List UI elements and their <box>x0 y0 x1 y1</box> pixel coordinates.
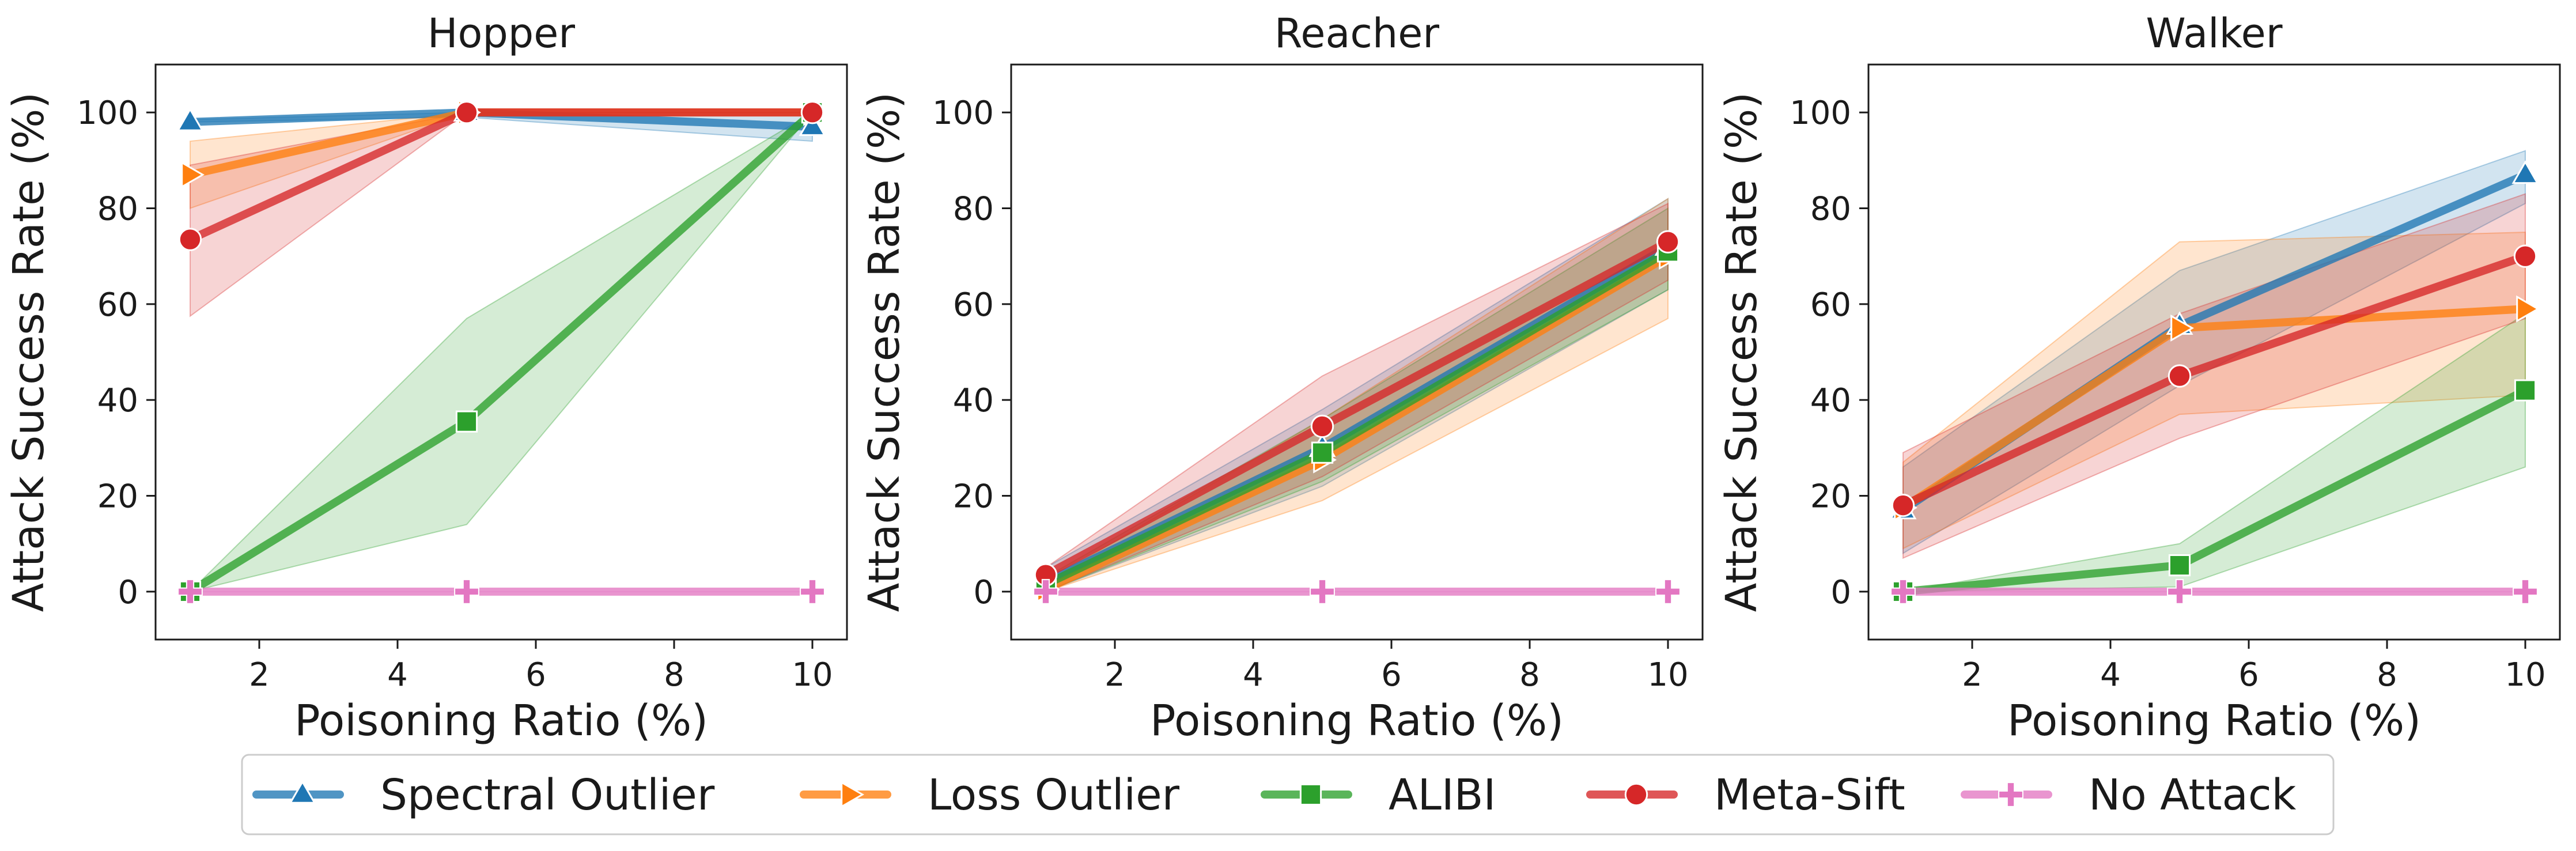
y-tick-label: 100 <box>932 94 994 132</box>
point-meta-sift <box>455 100 479 124</box>
x-tick-label: 8 <box>1519 656 1540 694</box>
legend-marker <box>1624 782 1648 807</box>
plot-frame <box>154 63 848 641</box>
legend-marker <box>1299 783 1322 806</box>
point-meta-sift <box>1656 230 1680 254</box>
x-tick-label: 2 <box>1104 656 1125 694</box>
x-tick-label: 6 <box>525 656 546 694</box>
legend-label: Spectral Outlier <box>380 770 715 820</box>
point-no-attack <box>177 578 203 604</box>
y-tick-label: 20 <box>97 478 138 516</box>
y-tick-label: 60 <box>953 286 994 324</box>
x-axis-label: Poisoning Ratio (%) <box>294 696 708 746</box>
legend-label: No Attack <box>2089 770 2297 820</box>
point-alibi <box>2514 379 2537 402</box>
y-tick-label: 100 <box>1790 94 1851 132</box>
point-no-attack <box>1033 578 1058 604</box>
line-meta-sift <box>1042 237 1672 579</box>
y-axis-label: Attack Success Rate (%) <box>4 92 54 612</box>
point-loss-outlier <box>181 161 205 188</box>
point-alibi <box>1311 441 1334 464</box>
x-axis-label: Poisoning Ratio (%) <box>1150 696 1564 746</box>
y-tick-label: 0 <box>118 574 138 611</box>
point-meta-sift <box>178 228 202 251</box>
point-spectral-outlier <box>176 107 204 131</box>
y-tick-label: 40 <box>953 382 994 419</box>
plot-frame <box>1010 63 1704 641</box>
x-tick-label: 10 <box>2505 656 2545 694</box>
legend-label: Loss Outlier <box>928 770 1180 820</box>
y-tick-label: 20 <box>1810 478 1851 516</box>
point-alibi <box>455 410 478 433</box>
point-spectral-outlier <box>2511 160 2539 184</box>
point-loss-outlier <box>2170 314 2195 342</box>
y-tick-label: 80 <box>1810 191 1851 228</box>
y-tick-label: 100 <box>77 94 138 132</box>
legend-marker <box>1998 782 2023 807</box>
legend-item-no-attack: No Attack <box>1961 770 2297 820</box>
x-tick-label: 4 <box>1243 656 1264 694</box>
panel-title: Walker <box>2146 10 2283 57</box>
legend-item-spectral-outlier: Spectral Outlier <box>252 770 715 820</box>
plot-frame <box>1867 63 2561 641</box>
y-tick-label: 40 <box>97 382 138 419</box>
legend-marker <box>289 780 316 804</box>
x-tick-label: 4 <box>2100 656 2121 694</box>
point-alibi <box>2168 554 2191 577</box>
y-tick-label: 0 <box>973 574 994 611</box>
point-no-attack <box>1310 578 1335 604</box>
band-spectral-outlier <box>1902 150 2526 555</box>
point-meta-sift <box>1891 493 1915 517</box>
x-tick-label: 10 <box>792 656 833 694</box>
x-tick-label: 2 <box>249 656 270 694</box>
y-tick-label: 60 <box>97 286 138 324</box>
y-tick-label: 60 <box>1810 286 1851 324</box>
x-axis-label: Poisoning Ratio (%) <box>2007 696 2421 746</box>
point-no-attack <box>2513 578 2538 604</box>
point-no-attack <box>2167 578 2192 604</box>
x-tick-label: 6 <box>2238 656 2259 694</box>
y-tick-label: 20 <box>953 478 994 516</box>
point-no-attack <box>800 578 825 604</box>
point-loss-outlier <box>2516 295 2540 323</box>
y-axis-label: Attack Success Rate (%) <box>1717 92 1766 612</box>
y-tick-label: 40 <box>1810 382 1851 419</box>
x-tick-label: 2 <box>1962 656 1983 694</box>
point-no-attack <box>1655 578 1681 604</box>
y-tick-label: 80 <box>953 191 994 228</box>
legend-label: ALIBI <box>1389 770 1496 820</box>
legend-item-meta-sift: Meta-Sift <box>1586 770 1905 820</box>
x-tick-label: 4 <box>387 656 408 694</box>
panel-title: Reacher <box>1274 10 1439 57</box>
point-meta-sift <box>2513 244 2537 268</box>
y-axis-label: Attack Success Rate (%) <box>860 92 909 612</box>
x-tick-label: 8 <box>2377 656 2397 694</box>
point-meta-sift <box>800 100 824 124</box>
legend-label: Meta-Sift <box>1714 770 1905 820</box>
legend-item-loss-outlier: Loss Outlier <box>800 770 1180 820</box>
point-spectral-outlier <box>799 112 826 136</box>
legend-marker <box>841 781 865 808</box>
point-meta-sift <box>2168 364 2192 388</box>
point-meta-sift <box>1310 414 1334 438</box>
y-tick-label: 80 <box>97 191 138 228</box>
x-tick-label: 8 <box>664 656 684 694</box>
legend: Spectral Outlier Loss Outlier ALIBI Meta-Si… <box>241 754 2335 835</box>
y-tick-label: 0 <box>1830 574 1851 611</box>
x-tick-label: 10 <box>1647 656 1688 694</box>
panel-title: Hopper <box>428 10 575 57</box>
legend-item-alibi: ALIBI <box>1261 770 1496 820</box>
point-no-attack <box>1890 578 1916 604</box>
x-tick-label: 6 <box>1381 656 1402 694</box>
point-no-attack <box>454 578 479 604</box>
